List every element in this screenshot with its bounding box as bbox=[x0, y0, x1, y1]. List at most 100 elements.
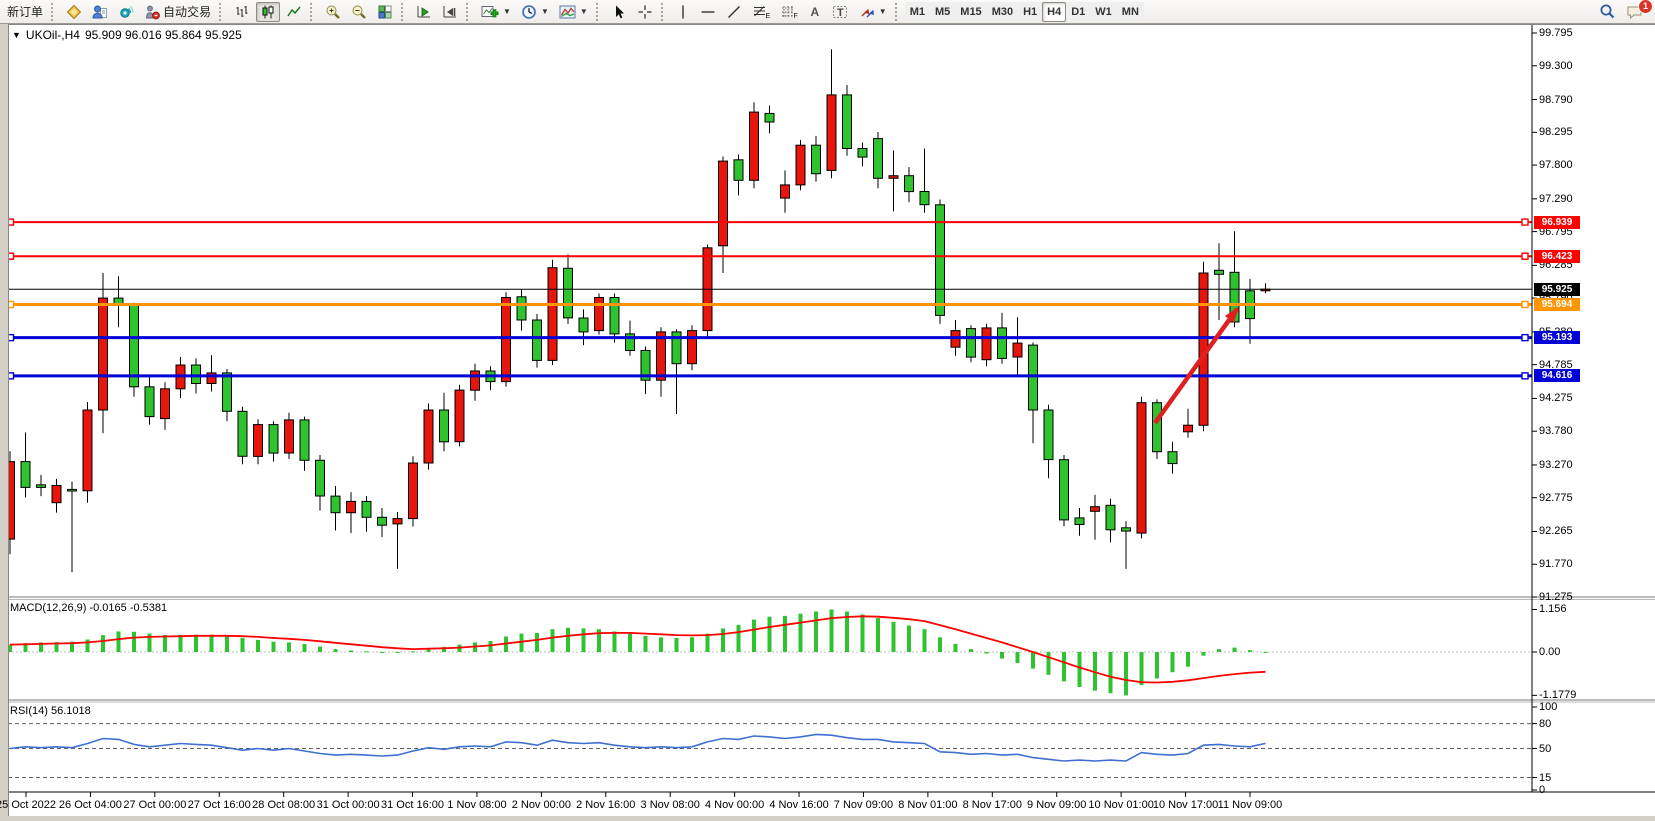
timeframe-button-H4[interactable]: H4 bbox=[1042, 1, 1067, 22]
line-anchor[interactable] bbox=[1521, 372, 1529, 380]
line-chart-button[interactable] bbox=[282, 2, 306, 22]
arrows-tool-button[interactable]: ▼ bbox=[855, 2, 891, 22]
line-anchor[interactable] bbox=[1521, 218, 1529, 226]
macd-bar bbox=[1077, 652, 1082, 687]
candle-body bbox=[1214, 269, 1224, 275]
zoom-out-button[interactable] bbox=[347, 2, 371, 22]
trend-arrow-head bbox=[1224, 306, 1239, 323]
timeframe-button-W1[interactable]: W1 bbox=[1090, 1, 1117, 22]
candle-body bbox=[392, 518, 403, 525]
candle-body bbox=[563, 267, 573, 319]
line-anchor[interactable] bbox=[1521, 300, 1529, 309]
periods-button[interactable]: ▼ bbox=[517, 2, 553, 22]
vertical-line-tool-button[interactable] bbox=[672, 2, 694, 22]
search-button[interactable] bbox=[1595, 2, 1620, 22]
timeframe-button-H1[interactable]: H1 bbox=[1018, 1, 1043, 22]
cursor-tool-button[interactable] bbox=[607, 2, 631, 22]
toolbar-grip[interactable] bbox=[894, 2, 902, 21]
candle-body bbox=[888, 175, 899, 179]
toolbar-grip[interactable] bbox=[595, 2, 603, 21]
macd-bar bbox=[1155, 652, 1159, 679]
macd-bar bbox=[1217, 649, 1221, 652]
candle-body bbox=[470, 370, 480, 391]
candlestick-chart-button[interactable] bbox=[256, 1, 281, 22]
tile-windows-button[interactable] bbox=[373, 2, 397, 22]
crosshair-tool-button[interactable] bbox=[633, 2, 657, 22]
timeframe-button-D1[interactable]: D1 bbox=[1066, 1, 1091, 22]
auto-scroll-icon bbox=[443, 5, 457, 17]
toolbar-grip[interactable] bbox=[51, 2, 58, 21]
arrows-icon bbox=[861, 8, 874, 17]
notifications-button[interactable]: 1 bbox=[1622, 0, 1653, 22]
macd-bar bbox=[1186, 652, 1190, 667]
candle-body bbox=[222, 372, 232, 412]
toolbar-grip[interactable] bbox=[310, 2, 317, 21]
macd-bar bbox=[70, 641, 74, 652]
timeframe-button-M5[interactable]: M5 bbox=[930, 1, 956, 22]
shift-chart-button[interactable] bbox=[412, 2, 436, 22]
timeframe-group: M1 M5 M15 M30 H1 H4 D1 W1 MN bbox=[904, 1, 1144, 22]
new-order-button[interactable]: 新订单 bbox=[3, 2, 47, 22]
bar-chart-button[interactable] bbox=[230, 2, 254, 22]
text-tool-button[interactable]: A bbox=[804, 2, 826, 22]
macd-bar bbox=[783, 615, 787, 652]
trendline-tool-button[interactable] bbox=[722, 2, 746, 22]
timeframe-button-M30[interactable]: M30 bbox=[986, 1, 1019, 22]
candle-body bbox=[1028, 344, 1038, 411]
timeframe-button-M15[interactable]: M15 bbox=[955, 1, 987, 22]
svg-text:T: T bbox=[837, 7, 844, 19]
candle-body bbox=[780, 184, 790, 199]
template-icon bbox=[559, 5, 576, 18]
macd-bar bbox=[721, 628, 725, 652]
toolbar-grip[interactable] bbox=[660, 2, 668, 21]
macd-bar bbox=[814, 611, 818, 652]
macd-bar bbox=[938, 637, 942, 652]
macd-bar bbox=[860, 614, 865, 652]
candle-body bbox=[935, 204, 945, 316]
macd-bar bbox=[767, 616, 772, 652]
metaeditor-button[interactable] bbox=[62, 2, 86, 22]
macd-bar bbox=[1046, 652, 1051, 675]
fibonacci-tool-button[interactable]: E bbox=[748, 2, 774, 22]
timeframe-button-M1[interactable]: M1 bbox=[904, 1, 930, 22]
macd-bar bbox=[612, 631, 617, 652]
macd-bar bbox=[922, 629, 927, 652]
macd-bar bbox=[364, 651, 369, 653]
toolbar-grip[interactable] bbox=[466, 2, 473, 21]
macd-bar bbox=[798, 613, 803, 652]
candle-body bbox=[20, 461, 31, 488]
candle-body bbox=[1136, 402, 1147, 534]
template-button[interactable]: ▼ bbox=[555, 2, 592, 22]
candle-body bbox=[578, 317, 589, 333]
line-anchor[interactable] bbox=[1521, 333, 1529, 342]
toolbar-grip[interactable] bbox=[219, 2, 226, 21]
signals-button[interactable] bbox=[114, 2, 138, 22]
auto-scroll-button[interactable] bbox=[438, 2, 462, 22]
horizontal-line-tool-button[interactable] bbox=[696, 2, 720, 22]
candle-body bbox=[981, 327, 992, 361]
line-anchor[interactable] bbox=[1521, 252, 1529, 260]
zoom-in-button[interactable] bbox=[321, 2, 345, 22]
text-label-tool-button[interactable]: T bbox=[828, 2, 853, 22]
trend-arrow-annotation[interactable] bbox=[1153, 307, 1239, 425]
toolbar-grip[interactable] bbox=[401, 2, 408, 21]
candle-body bbox=[764, 112, 775, 123]
chevron-down-icon: ▼ bbox=[503, 7, 511, 16]
zoom-in-icon bbox=[326, 5, 340, 19]
macd-bar bbox=[132, 631, 136, 652]
auto-trading-button[interactable]: 自动交易 bbox=[140, 2, 215, 22]
text-label-icon: T bbox=[832, 5, 847, 19]
macd-bar bbox=[550, 629, 555, 652]
candle-body bbox=[160, 388, 170, 420]
market-watch-button[interactable] bbox=[88, 2, 112, 22]
timeframe-button-MN[interactable]: MN bbox=[1116, 1, 1144, 22]
grid-tool-button[interactable]: F bbox=[776, 2, 802, 22]
candle-body bbox=[826, 94, 837, 171]
macd-bar bbox=[225, 635, 229, 652]
add-indicator-button[interactable]: ▼ bbox=[477, 2, 515, 22]
macd-bar bbox=[845, 611, 849, 652]
candle-body bbox=[873, 138, 883, 179]
macd-bar bbox=[1232, 647, 1237, 652]
candle-body bbox=[733, 159, 744, 181]
